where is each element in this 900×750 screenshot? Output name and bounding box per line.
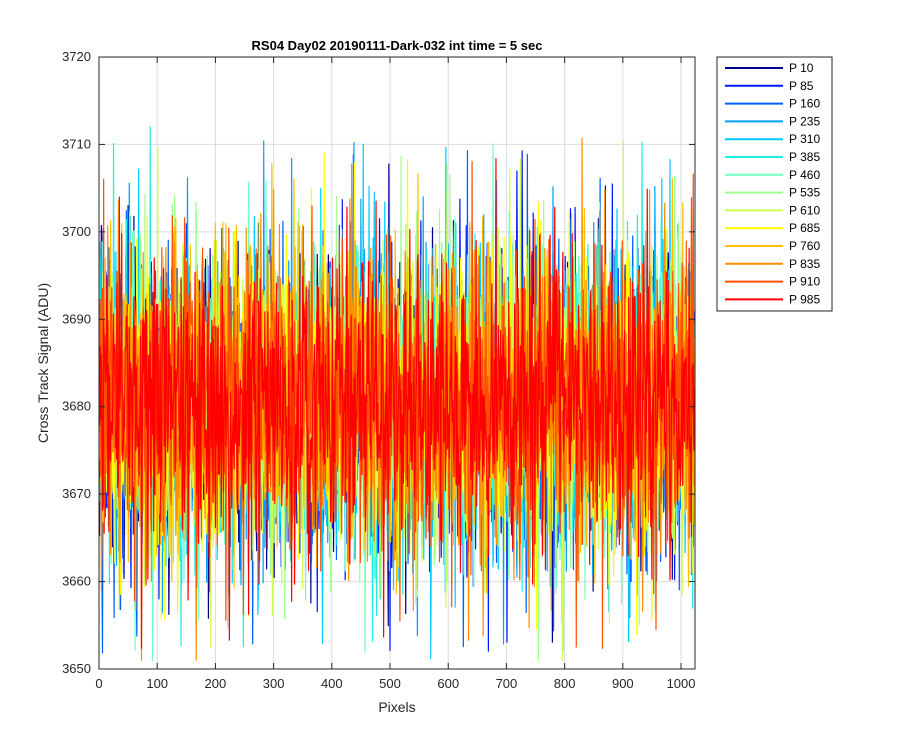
x-tick-label: 1000: [667, 676, 696, 691]
legend-item: P 910: [725, 275, 820, 289]
legend-label: P 835: [789, 257, 820, 271]
x-tick-label: 700: [496, 676, 518, 691]
legend-item: P 85: [725, 79, 814, 93]
legend-item: P 310: [725, 132, 820, 146]
legend-label: P 460: [789, 168, 820, 182]
y-tick-label: 3680: [62, 399, 91, 414]
x-tick-label: 900: [612, 676, 634, 691]
series-lines: [99, 126, 695, 661]
y-axis-title: Cross Track Signal (ADU): [35, 283, 51, 443]
x-axis-title: Pixels: [378, 699, 415, 715]
legend-item: P 760: [725, 239, 820, 253]
legend-label: P 610: [789, 203, 820, 217]
x-tick-label: 100: [146, 676, 168, 691]
x-tick-label: 500: [379, 676, 401, 691]
y-tick-label: 3670: [62, 486, 91, 501]
axis-ticks: 0 100 200 300 400 500 600 700 800 900 1000 3650 3660…: [62, 49, 695, 691]
legend-item: P 460: [725, 168, 820, 182]
y-tick-label: 3650: [62, 661, 91, 676]
legend: P 10 P 85 P 160 P 235 P 310 P 385 P 460 P 535 P …: [716, 56, 833, 312]
y-tick-label: 3710: [62, 136, 91, 151]
legend-box: [716, 56, 833, 312]
y-tick-label: 3700: [62, 224, 91, 239]
legend-label: P 160: [789, 97, 820, 111]
x-tick-label: 200: [205, 676, 227, 691]
legend-label: P 685: [789, 221, 820, 235]
legend-label: P 10: [789, 61, 814, 75]
legend-item: P 160: [725, 97, 820, 111]
series-line: [99, 158, 695, 649]
x-tick-label: 800: [554, 676, 576, 691]
legend-item: P 535: [725, 186, 820, 200]
legend-item: P 235: [725, 114, 820, 128]
x-tick-label: 300: [263, 676, 285, 691]
legend-item: P 685: [725, 221, 820, 235]
legend-item: P 385: [725, 150, 820, 164]
legend-label: P 760: [789, 239, 820, 253]
chart-title: RS04 Day02 20190111-Dark-032 int time = …: [252, 38, 543, 53]
y-tick-label: 3660: [62, 574, 91, 589]
legend-label: P 985: [789, 292, 820, 306]
legend-label: P 85: [789, 79, 814, 93]
plot-frame: [98, 56, 696, 670]
legend-item: P 610: [725, 203, 820, 217]
x-tick-label: 600: [437, 676, 459, 691]
legend-label: P 535: [789, 186, 820, 200]
legend-label: P 235: [789, 114, 820, 128]
legend-label: P 385: [789, 150, 820, 164]
y-tick-label: 3720: [62, 49, 91, 64]
x-tick-label: 0: [95, 676, 102, 691]
legend-item: P 10: [725, 61, 814, 75]
legend-item: P 985: [725, 292, 820, 306]
legend-label: P 310: [789, 132, 820, 146]
legend-item: P 835: [725, 257, 820, 271]
legend-label: P 910: [789, 275, 820, 289]
x-tick-label: 400: [321, 676, 343, 691]
y-tick-label: 3690: [62, 311, 91, 326]
